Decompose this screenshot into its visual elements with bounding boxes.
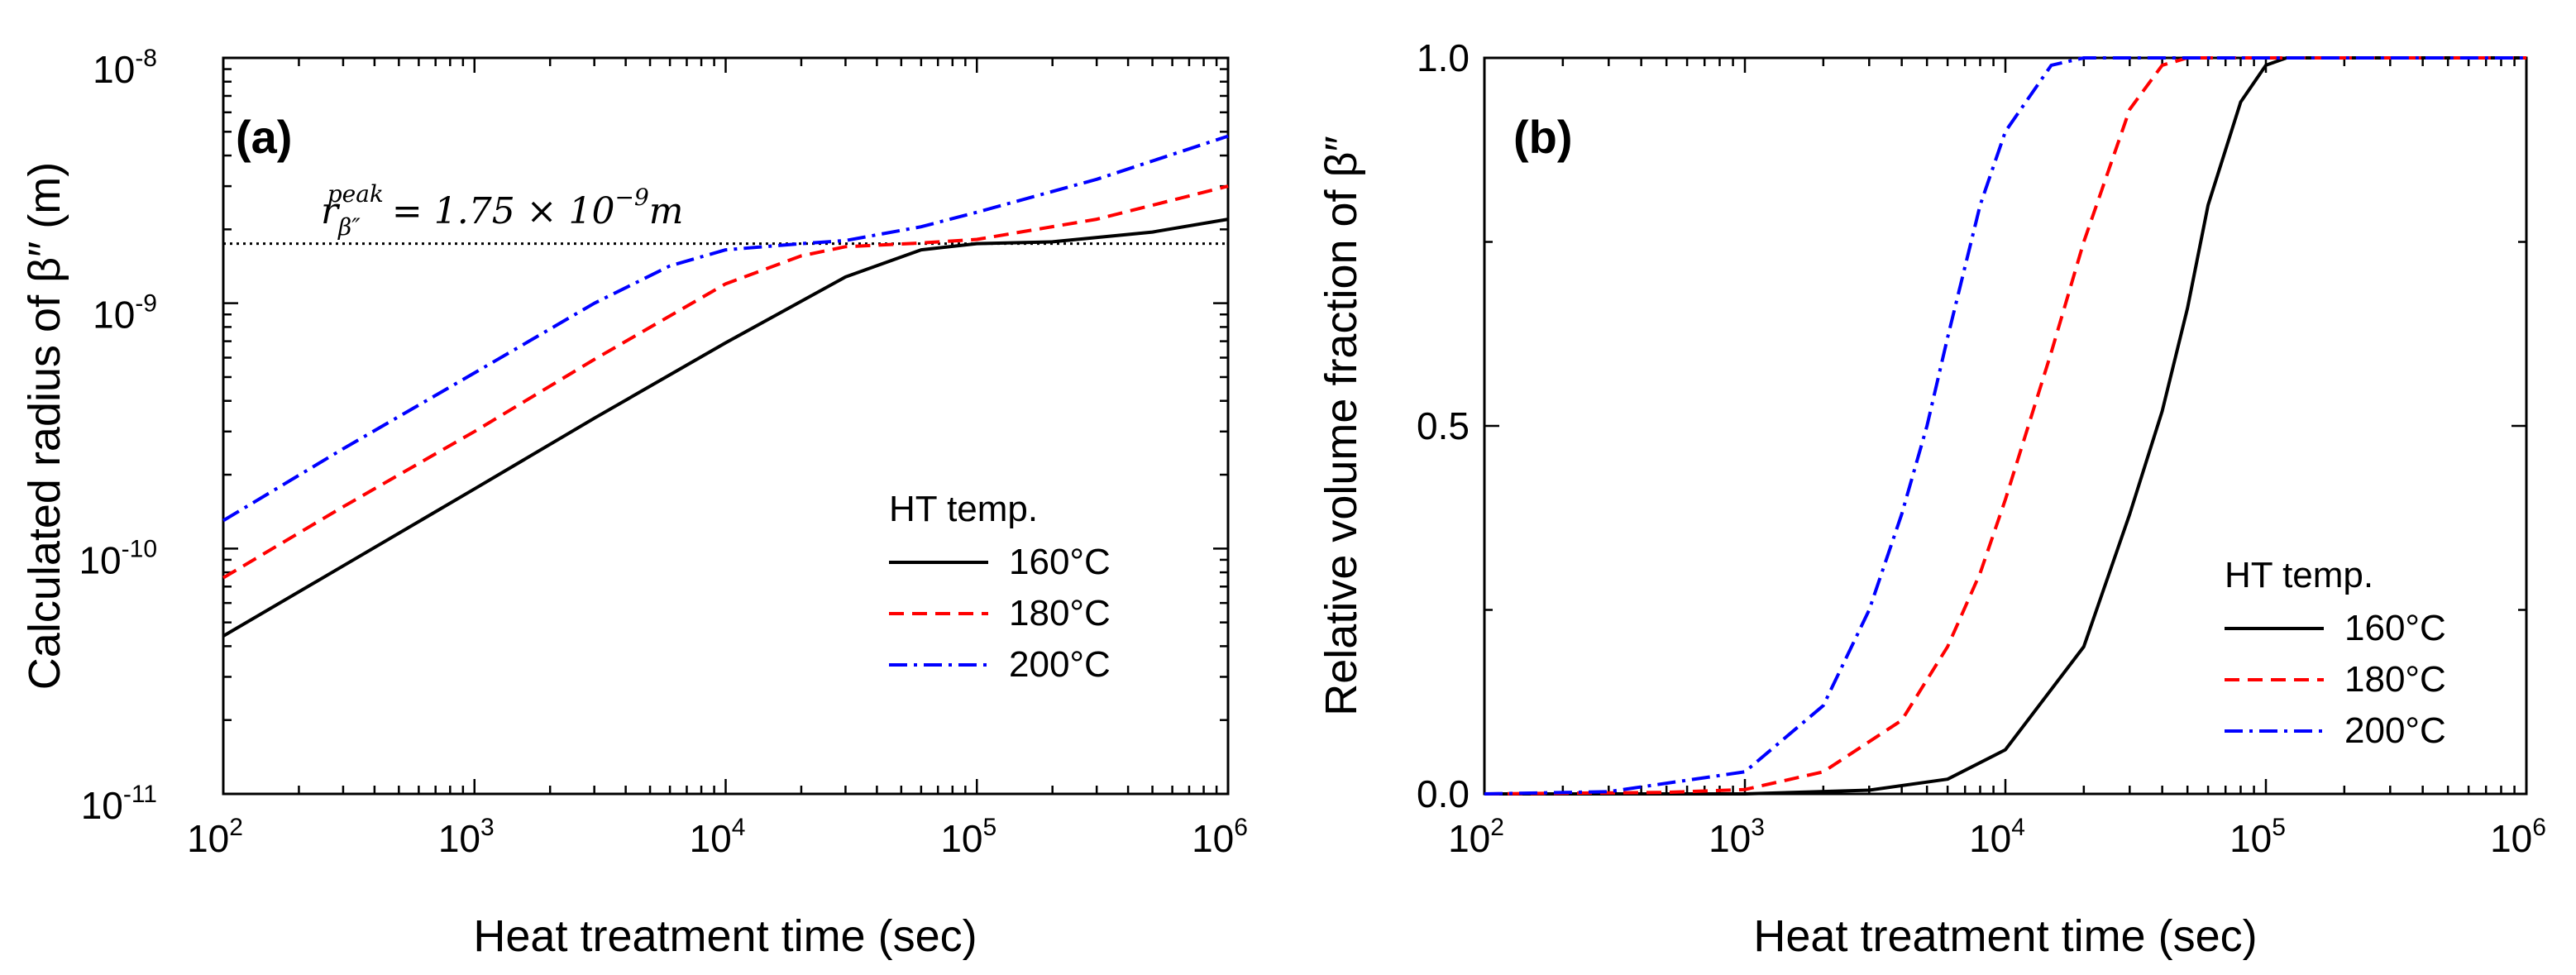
panel-a-y-tick-label: 10-9 (93, 290, 157, 337)
annotation-subscript: β″ (337, 213, 361, 241)
panel-b-y-tick-label: 0.0 (1417, 772, 1470, 815)
panel-b-volume-fraction-chart: 102 103 104 105 106 0.0 0.5 1.0 (b) HT temp. 160… (1317, 36, 2546, 961)
panel-b-legend-label-160c: 160°C (2344, 608, 2446, 648)
panel-a-radius-chart: 102 103 104 105 106 10-11 10-10 10-9 10-8 (a) rβ… (20, 45, 1248, 961)
annotation-r: r (321, 190, 341, 232)
annotation-equation: = 1.75 × 10 (392, 190, 615, 232)
panel-b-x-tick-label: 103 (1709, 814, 1765, 860)
panel-a-x-tick-label: 105 (940, 814, 996, 860)
panel-a-legend-title: HT temp. (889, 489, 1038, 529)
panel-a-legend-label-180c: 180°C (1009, 593, 1111, 633)
panel-b-y-tick-label: 1.0 (1417, 36, 1470, 79)
panel-a-x-tick-label: 104 (690, 814, 746, 860)
panel-a-x-axis-title: Heat treatment time (sec) (473, 911, 977, 961)
panel-a-x-tick-label: 103 (438, 814, 495, 860)
annotation-superscript: peak (327, 180, 384, 208)
panel-b-x-tick-label: 104 (1969, 814, 2025, 860)
panel-a-series-200c-line (222, 134, 1229, 523)
panel-b-label: (b) (1513, 111, 1573, 163)
panel-a-y-axis-title: Calculated radius of β″ (m) (20, 162, 69, 690)
panel-b-y-axis-title: Relative volume fraction of β″ (1317, 136, 1366, 715)
panel-b-series-160c-line (1484, 56, 2526, 796)
panel-a-peak-annotation: rβ″ peak = 1.75 × 10−9m (321, 180, 684, 241)
panel-a-y-tick-label: 10-10 (79, 535, 157, 581)
panel-a-legend-label-160c: 160°C (1009, 542, 1111, 582)
panel-b-series-180c-line (1484, 56, 2526, 796)
panel-a-series-180c-line (222, 184, 1229, 580)
panel-b-x-tick-label: 106 (2490, 814, 2546, 860)
panel-a-legend: HT temp. 160°C 180°C 200°C (889, 489, 1111, 685)
panel-b-series-200c-line (1484, 56, 2526, 796)
panel-b-legend-title: HT temp. (2225, 555, 2373, 595)
panel-b-legend-label-180c: 180°C (2344, 659, 2446, 700)
panel-b-y-tick-label: 0.5 (1417, 404, 1470, 447)
panel-a-ticks: 102 103 104 105 106 10-11 10-10 10-9 10-8 (79, 45, 1247, 860)
panel-b-x-tick-label: 102 (1448, 814, 1504, 860)
panel-b-series (1484, 56, 2526, 796)
annotation-unit: m (649, 190, 684, 232)
panel-b-x-axis-title: Heat treatment time (sec) (1753, 911, 2257, 961)
panel-a-x-tick-label: 102 (187, 814, 243, 860)
panel-a-series-160c-line (222, 217, 1229, 638)
panel-b-x-tick-label: 105 (2230, 814, 2286, 860)
panel-b-ticks: 102 103 104 105 106 0.0 0.5 1.0 (1417, 36, 2546, 860)
panel-b-legend-label-200c: 200°C (2344, 710, 2446, 751)
panel-a-series (222, 134, 1229, 638)
panel-b-legend: HT temp. 160°C 180°C 200°C (2225, 555, 2446, 751)
panel-a-y-tick-label: 10-8 (93, 45, 157, 91)
panel-a-y-tick-label: 10-11 (81, 781, 157, 827)
panel-a-label: (a) (236, 111, 292, 163)
panel-a-legend-label-200c: 200°C (1009, 644, 1111, 685)
panel-a-x-tick-label: 106 (1192, 814, 1248, 860)
annotation-exponent: −9 (615, 184, 649, 211)
